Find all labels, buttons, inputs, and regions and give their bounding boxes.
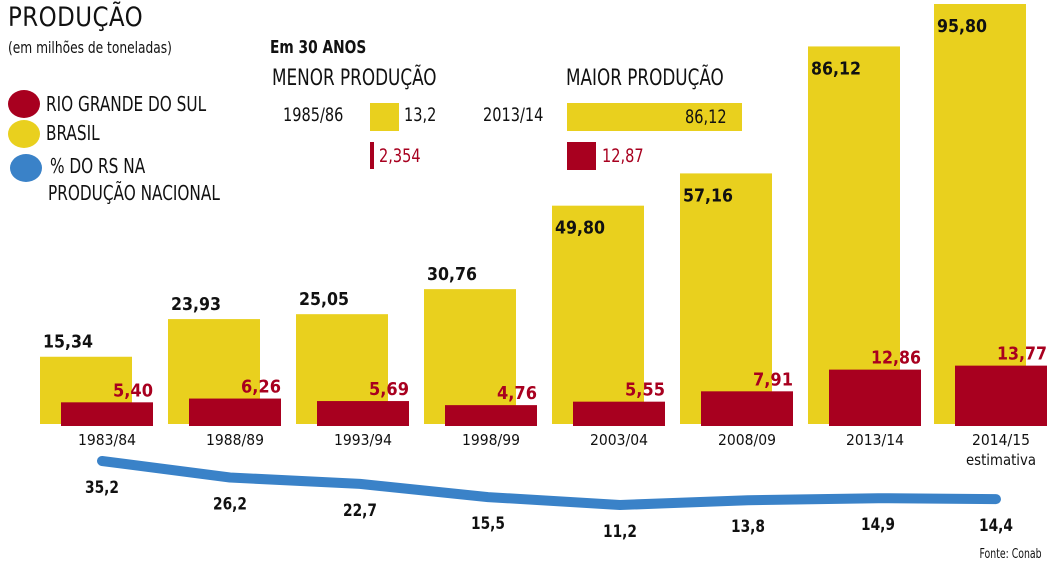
legend-label-brasil: BRASIL <box>46 121 100 145</box>
label-brasil-1983/84: 15,34 <box>43 332 93 353</box>
highest-rs-bar <box>567 142 596 170</box>
legend-swatch-share <box>10 154 42 182</box>
bar-rs-1993/94 <box>317 401 409 426</box>
brasil-bars <box>40 4 1026 424</box>
share-label-1998/99: 15,5 <box>471 514 505 534</box>
legend-swatch-brasil <box>8 120 40 148</box>
lowest-brasil-bar <box>370 103 399 131</box>
bar-brasil-1998/99 <box>424 289 516 424</box>
highest-year: 2013/14 <box>483 104 544 126</box>
label-brasil-1998/99: 30,76 <box>427 264 477 285</box>
chart-subtitle: (em milhões de toneladas) <box>8 38 172 57</box>
label-brasil-2008/09: 57,16 <box>683 185 733 206</box>
x-note-2014/15: estimativa <box>966 451 1036 469</box>
share-line-group: 35,2 26,2 22,7 15,5 11,2 13,8 14,9 14,4 <box>85 456 1013 542</box>
share-label-2003/04: 11,2 <box>603 522 637 542</box>
legend-swatch-rs <box>8 90 40 118</box>
highlights-title: Em 30 ANOS <box>270 37 367 58</box>
lowest-rs-value: 2,354 <box>379 145 421 167</box>
x-label-1998/99: 1998/99 <box>462 431 520 449</box>
x-label-2014/15: 2014/15 <box>972 431 1030 449</box>
share-label-1983/84: 35,2 <box>85 478 119 498</box>
lowest-rs-bar <box>370 142 374 169</box>
x-label-1993/94: 1993/94 <box>334 431 392 449</box>
label-brasil-2003/04: 49,80 <box>555 218 605 239</box>
label-rs-2003/04: 5,55 <box>625 380 665 401</box>
label-rs-1988/89: 6,26 <box>241 377 281 398</box>
bar-brasil-2008/09 <box>680 173 772 424</box>
bar-brasil-2003/04 <box>552 205 644 424</box>
share-label-1988/89: 26,2 <box>213 495 247 515</box>
bar-brasil-2013/14 <box>808 46 900 424</box>
label-brasil-1993/94: 25,05 <box>299 289 349 310</box>
x-label-1983/84: 1983/84 <box>78 431 136 449</box>
share-label-2014/15: 14,4 <box>979 516 1013 536</box>
highest-rs-value: 12,87 <box>602 145 644 167</box>
label-brasil-2013/14: 86,12 <box>811 58 861 79</box>
legend-label-share-2: PRODUÇÃO NACIONAL <box>48 181 220 205</box>
bar-rs-1988/89 <box>189 398 281 426</box>
legend-label-rs: RIO GRANDE DO SUL <box>46 92 207 116</box>
label-rs-2013/14: 12,86 <box>871 348 921 369</box>
share-line <box>97 456 1001 510</box>
label-rs-2008/09: 7,91 <box>753 369 793 390</box>
bar-rs-1998/99 <box>445 405 537 426</box>
bar-rs-2014/15 <box>955 365 1047 426</box>
label-rs-1993/94: 5,69 <box>369 379 409 400</box>
label-brasil-2014/15: 95,80 <box>937 16 987 37</box>
highest-brasil-value: 86,12 <box>685 106 727 128</box>
x-label-1988/89: 1988/89 <box>206 431 264 449</box>
x-label-2013/14: 2013/14 <box>846 431 904 449</box>
source-note: Fonte: Conab <box>979 547 1042 562</box>
label-rs-1983/84: 5,40 <box>113 380 153 401</box>
bar-rs-2013/14 <box>829 369 921 426</box>
lowest-year: 1985/86 <box>283 104 344 126</box>
bar-rs-1983/84 <box>61 402 153 426</box>
highest-heading: MAIOR PRODUÇÃO <box>566 66 724 91</box>
label-rs-2014/15: 13,77 <box>997 344 1047 365</box>
highest-brasil-bar <box>567 103 742 131</box>
x-axis-labels: 1983/84 1988/89 1993/94 1998/99 2003/04 2008/… <box>78 431 1036 469</box>
bar-rs-2003/04 <box>573 401 665 426</box>
label-brasil-1988/89: 23,93 <box>171 294 221 315</box>
chart-title: PRODUÇÃO <box>8 2 144 33</box>
legend-label-share-1: % DO RS NA <box>50 154 146 178</box>
lowest-heading: MENOR PRODUÇÃO <box>272 66 437 91</box>
lowest-brasil-value: 13,2 <box>404 104 437 126</box>
bar-rs-2008/09 <box>701 391 793 426</box>
bar-brasil-2014/15 <box>934 4 1026 424</box>
x-label-2008/09: 2008/09 <box>718 431 776 449</box>
share-label-2013/14: 14,9 <box>861 515 895 535</box>
bar-labels: 15,34 5,40 23,93 6,26 25,05 5,69 30,76 4,76 49,8… <box>43 16 1047 404</box>
share-label-1993/94: 22,7 <box>343 501 377 521</box>
label-rs-1998/99: 4,76 <box>497 383 537 404</box>
x-label-2003/04: 2003/04 <box>590 431 648 449</box>
rs-bars <box>61 365 1047 426</box>
share-label-2008/09: 13,8 <box>731 517 765 537</box>
